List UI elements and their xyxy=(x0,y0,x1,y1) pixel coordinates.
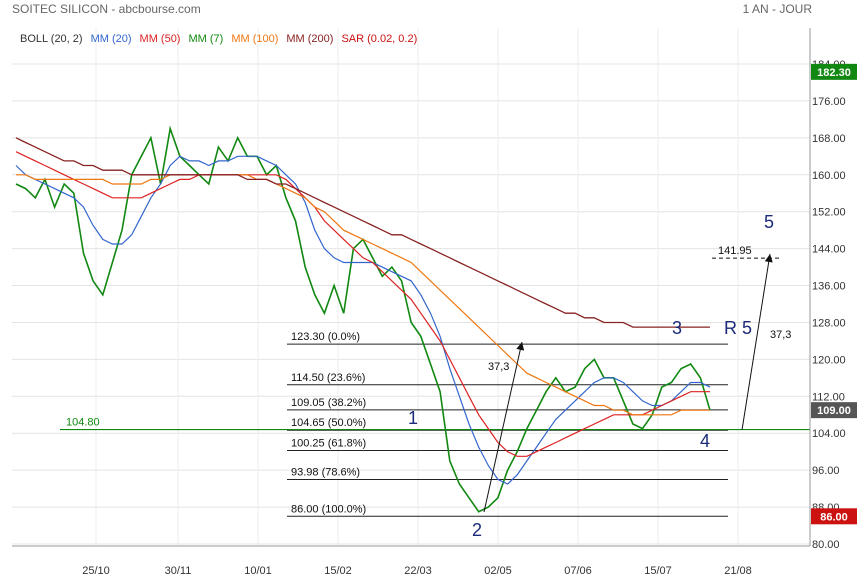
wave-label: 4 xyxy=(700,431,710,451)
wave-label: R 5 xyxy=(724,318,752,338)
legend-item: MM (20) xyxy=(90,33,132,45)
y-tick-label: 104.00 xyxy=(812,428,846,440)
measure-label: 37,3 xyxy=(488,361,509,373)
current-price-tag-bg xyxy=(811,402,857,419)
support-label: 104.80 xyxy=(66,417,100,429)
projection-arrow-1 xyxy=(483,341,523,513)
fibonacci-label: 86.00 (100.0%) xyxy=(291,503,366,515)
wave-label: 1 xyxy=(408,408,418,428)
fibonacci-label: 114.50 (23.6%) xyxy=(291,372,365,384)
wave-label: 3 xyxy=(672,318,682,338)
x-tick-label: 07/06 xyxy=(564,565,592,577)
projection-arrow-1-head xyxy=(516,342,525,351)
projection-arrow-2-head xyxy=(764,254,773,263)
current-price-tag: 109.00 xyxy=(817,405,851,417)
y-axis: 80.00 88.00 96.00 104.00 112.00 120.00 128.00 1… xyxy=(809,28,846,551)
y-tick-label: 168.00 xyxy=(812,133,846,145)
target-label: 141.95 xyxy=(718,245,752,257)
y-tick-label: 176.00 xyxy=(812,96,846,108)
legend-item: BOLL (20, 2) xyxy=(20,33,83,45)
series-line-3 xyxy=(16,174,710,416)
x-tick-label: 30/11 xyxy=(165,565,192,577)
x-tick-label: 25/10 xyxy=(82,565,110,577)
y-tick-label: 152.00 xyxy=(812,207,846,219)
high-price-tag: 182.30 xyxy=(817,67,851,79)
annotations: 141.95 37,3 37,3 1 2 3 4 5 R 5 182.30 109.00 86.00 xyxy=(408,63,857,540)
y-tick-label: 136.00 xyxy=(812,281,846,293)
series-line-2 xyxy=(15,151,710,457)
legend-item: MM (100) xyxy=(231,33,279,45)
y-tick-label: 88.00 xyxy=(812,502,840,514)
x-tick-label: 10/01 xyxy=(244,565,272,577)
fibonacci-levels: 123.30 (0.0%) 114.50 (23.6%) 109.05 (38.2%… xyxy=(60,331,810,517)
plot-area xyxy=(12,28,810,546)
x-tick-label: 21/08 xyxy=(724,565,752,577)
x-axis: 25/10 30/11 10/01 15/02 22/03 02/05 07/06 15/07… xyxy=(12,545,810,577)
low-price-tag-bg xyxy=(811,508,857,525)
wave-label: 2 xyxy=(472,520,482,540)
x-tick-label: 15/07 xyxy=(644,565,672,577)
legend-item: MM (200) xyxy=(286,33,334,45)
x-tick-label: 22/03 xyxy=(404,565,432,577)
fibonacci-label: 109.05 (38.2%) xyxy=(291,397,366,409)
chart-period: 1 AN - JOUR xyxy=(742,2,812,16)
y-tick-label: 96.00 xyxy=(812,465,840,477)
fibonacci-label: 123.30 (0.0%) xyxy=(291,331,360,343)
fibonacci-label: 104.65 (50.0%) xyxy=(291,417,366,429)
x-tick-label: 15/02 xyxy=(324,565,352,577)
series-line-4 xyxy=(15,137,710,328)
low-price-tag: 86.00 xyxy=(820,511,848,523)
legend-item: MM (7) xyxy=(188,33,224,45)
fibonacci-label: 100.25 (61.8%) xyxy=(291,438,366,450)
legend: BOLL (20, 2) MM (20) MM (50) MM (7) MM (100)… xyxy=(20,33,425,45)
legend-item: SAR (0.02, 0.2) xyxy=(341,33,418,45)
y-tick-label: 112.00 xyxy=(812,391,845,403)
measure-label: 37,3 xyxy=(770,329,791,341)
y-tick-label: 144.00 xyxy=(812,244,846,256)
series-lines xyxy=(15,125,711,513)
fibonacci-label: 93.98 (78.6%) xyxy=(291,466,360,478)
legend-item: MM (50) xyxy=(139,33,181,45)
y-tick-label: 120.00 xyxy=(812,354,846,366)
y-tick-label: 80.00 xyxy=(812,539,840,551)
y-tick-label: 160.00 xyxy=(812,170,846,182)
projection-arrow-2 xyxy=(741,253,771,431)
high-price-tag-bg xyxy=(811,63,857,80)
wave-label: 5 xyxy=(764,212,774,232)
chart-title: SOITEC SILICON - abcbourse.com xyxy=(12,2,201,16)
series-line-1 xyxy=(15,155,711,485)
x-tick-label: 02/05 xyxy=(484,565,512,577)
y-tick-label: 128.00 xyxy=(812,317,846,329)
